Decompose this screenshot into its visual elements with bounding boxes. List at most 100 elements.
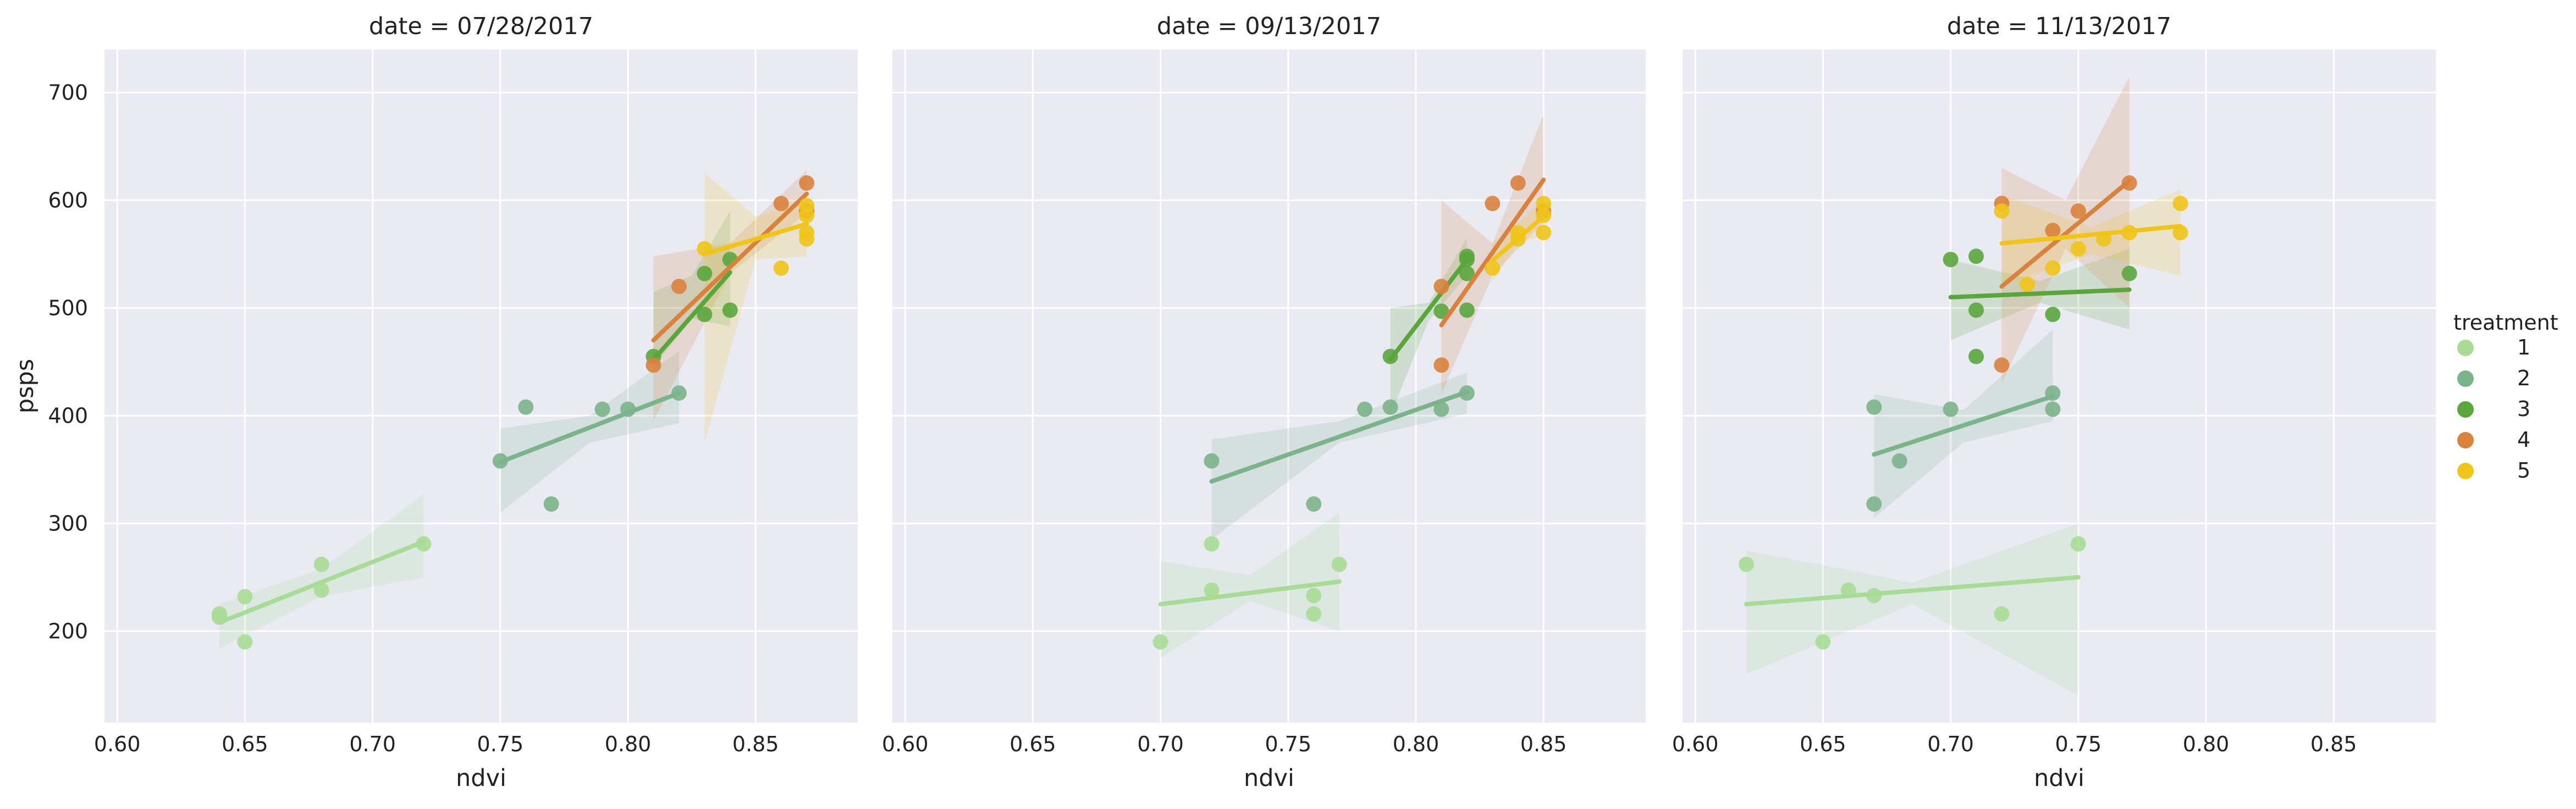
- x-tick-label: 0.70: [1927, 732, 1974, 756]
- regression-line-treatment-5: [702, 221, 809, 257]
- x-tick-label: 0.85: [732, 732, 779, 756]
- data-point-treatment-5: [2045, 260, 2061, 276]
- x-tick-label: 0.75: [2055, 732, 2102, 756]
- legend-marker: [2457, 340, 2474, 356]
- data-point-treatment-3: [1968, 302, 1984, 318]
- data-point-treatment-5: [1994, 203, 2010, 219]
- regression-line-treatment-3: [1948, 287, 2132, 300]
- data-point-treatment-5: [2172, 196, 2188, 212]
- x-tick-label: 0.70: [349, 732, 396, 756]
- data-point-treatment-5: [1485, 260, 1501, 276]
- data-point-treatment-3: [2045, 307, 2061, 323]
- data-point-treatment-1: [1306, 606, 1322, 622]
- panel-title: date = 11/13/2017: [1947, 13, 2171, 40]
- x-tick-label: 0.80: [605, 732, 652, 756]
- ci-band-treatment-2: [500, 351, 679, 513]
- x-axis-label: ndvi: [2034, 764, 2084, 792]
- data-point-treatment-3: [1943, 252, 1959, 268]
- data-point-treatment-3: [1459, 248, 1475, 264]
- regression-line-treatment-5: [1490, 214, 1546, 263]
- data-point-treatment-3: [2121, 265, 2137, 281]
- panels: 0.60 0.65 0.70 0.75 0.80 0.85 ndvi date = 07/28…: [12, 13, 2436, 792]
- data-point-treatment-1: [1994, 606, 2010, 622]
- legend-label: 3: [2517, 397, 2530, 421]
- y-tick-label: 400: [48, 403, 88, 428]
- regression-line-treatment-1: [217, 539, 426, 625]
- data-point-treatment-4: [1485, 196, 1501, 212]
- legend-label: 5: [2517, 458, 2530, 483]
- data-point-treatment-4: [1433, 279, 1449, 295]
- legend-marker: [2457, 432, 2474, 448]
- data-point-treatment-1: [2070, 536, 2086, 552]
- x-tick-label: 0.80: [2183, 732, 2230, 756]
- y-tick-label: 200: [48, 619, 88, 643]
- data-point-treatment-4: [1433, 357, 1449, 373]
- y-tick-label: 300: [48, 511, 88, 535]
- data-point-treatment-3: [697, 265, 713, 281]
- data-point-treatment-2: [1433, 401, 1449, 417]
- legend-item-4: 4: [2457, 428, 2530, 452]
- ci-band-treatment-1: [1746, 523, 2078, 696]
- data-point-treatment-5: [1536, 196, 1552, 212]
- regression-line-treatment-5: [1999, 224, 2183, 246]
- data-point-treatment-4: [646, 357, 661, 373]
- data-point-treatment-2: [1866, 399, 1882, 415]
- facet-panel-3: 0.60 0.65 0.70 0.75 0.80 0.85 ndvi date = 11/13…: [1672, 13, 2436, 792]
- data-point-treatment-2: [594, 401, 610, 417]
- data-point-treatment-2: [1306, 496, 1322, 512]
- facet-panel-2: 0.60 0.65 0.70 0.75 0.80 0.85 ndvi date = 09/13…: [882, 13, 1646, 792]
- x-tick-label: 0.85: [1520, 732, 1567, 756]
- data-point-treatment-5: [799, 207, 815, 223]
- data-point-treatment-2: [2045, 401, 2061, 417]
- ci-band-treatment-5: [704, 173, 807, 443]
- data-point-treatment-2: [1866, 496, 1882, 512]
- data-point-treatment-1: [313, 582, 329, 598]
- data-point-treatment-3: [1433, 303, 1449, 319]
- legend: treatment 1 2 3 4 5: [2453, 311, 2558, 483]
- x-axis-label: ndvi: [1244, 764, 1294, 792]
- legend-label: 2: [2517, 366, 2530, 390]
- data-point-treatment-1: [1331, 556, 1347, 572]
- data-point-treatment-4: [1510, 175, 1526, 191]
- data-point-treatment-1: [1204, 536, 1220, 552]
- data-point-treatment-4: [2070, 203, 2086, 219]
- regression-line-treatment-1: [1744, 575, 2081, 607]
- data-point-treatment-5: [2070, 241, 2086, 257]
- x-tick-label: 0.80: [1393, 732, 1439, 756]
- data-point-treatment-3: [1459, 302, 1475, 318]
- x-tick-label: 0.60: [94, 732, 141, 756]
- legend-marker: [2457, 370, 2474, 387]
- x-tick-label: 0.65: [1800, 732, 1846, 756]
- y-tick-label: 700: [48, 80, 88, 104]
- x-tick-label: 0.75: [477, 732, 524, 756]
- data-point-treatment-4: [773, 196, 789, 212]
- data-point-treatment-1: [1152, 634, 1168, 650]
- regression-line-treatment-3: [1388, 257, 1469, 362]
- legend-item-3: 3: [2457, 397, 2530, 421]
- x-tick-label: 0.65: [222, 732, 268, 756]
- data-point-treatment-5: [773, 260, 789, 276]
- data-point-treatment-2: [518, 399, 534, 415]
- data-point-treatment-5: [1536, 225, 1552, 241]
- x-tick-label: 0.60: [882, 732, 929, 756]
- plot-background: [104, 49, 858, 723]
- data-point-treatment-2: [1204, 453, 1220, 469]
- regression-line-treatment-4: [1439, 178, 1546, 328]
- legend-marker: [2457, 463, 2474, 479]
- x-tick-label: 0.70: [1137, 732, 1184, 756]
- x-tick-label: 0.60: [1672, 732, 1719, 756]
- data-point-treatment-1: [237, 589, 253, 605]
- data-point-treatment-1: [1306, 588, 1322, 603]
- data-point-treatment-5: [2172, 225, 2188, 241]
- legend-marker: [2457, 401, 2474, 418]
- data-point-treatment-1: [313, 556, 329, 572]
- data-point-treatment-2: [1891, 453, 1907, 469]
- data-point-treatment-2: [543, 496, 559, 512]
- x-axis-label: ndvi: [456, 764, 506, 792]
- regression-line-treatment-4: [651, 191, 809, 343]
- regression-line-treatment-2: [1872, 394, 2055, 457]
- regression-line-treatment-2: [498, 391, 681, 464]
- y-axis-label: psps: [12, 359, 39, 413]
- data-point-treatment-1: [237, 634, 253, 650]
